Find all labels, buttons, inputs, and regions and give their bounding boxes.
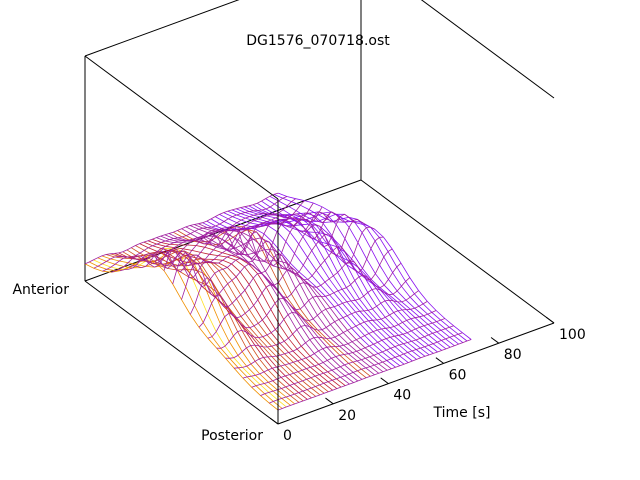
x-tick-label: 40 (393, 388, 411, 404)
box-edge (84, 280, 279, 425)
mesh-line-time (225, 290, 419, 359)
x-tick (325, 397, 334, 405)
x-tick (490, 337, 500, 344)
mesh-line-position (105, 254, 300, 403)
mesh-line-time (260, 325, 454, 396)
box-edge (84, 0, 240, 57)
time-axis-ticks: 0 20 40 60 80 100 (269, 316, 586, 444)
mesh-line-position (206, 220, 401, 367)
box-edge (360, 179, 555, 324)
mesh-line-time (154, 211, 349, 273)
surface-mesh (84, 192, 472, 411)
mesh-line-time (269, 332, 463, 404)
mesh-line-position (89, 251, 283, 409)
mesh-line-time (234, 301, 428, 369)
posterior-label: Posterior (201, 428, 263, 444)
mesh-line-position (122, 250, 317, 397)
box-edge (84, 55, 279, 200)
mesh-line-time (102, 198, 296, 272)
mesh-line-position (269, 195, 464, 343)
x-tick-label: 20 (338, 408, 356, 424)
mesh-line-time (277, 339, 472, 411)
x-tick-label: 100 (559, 327, 586, 343)
box-edge (420, 0, 555, 99)
mesh-line-time (119, 202, 314, 272)
mesh-line-position (84, 259, 279, 411)
mesh-line-time (163, 213, 358, 278)
mesh-line-time (93, 196, 288, 269)
axes-box-front (84, 55, 555, 425)
mesh-line-time (172, 218, 367, 288)
mesh-line-time (189, 236, 384, 315)
mesh-line-position (130, 247, 325, 394)
mesh-line-position (198, 223, 392, 370)
mesh-line-time (251, 318, 446, 388)
mesh-line-time (242, 310, 437, 379)
mesh-line-position (118, 249, 312, 399)
x-tick (380, 377, 389, 385)
x-tick-label: 60 (449, 367, 467, 383)
x-tick (545, 316, 555, 324)
chart-title: DG1576_070718.ost (246, 33, 390, 49)
x-tick (269, 417, 279, 425)
x-axis-label: Time [s] (433, 405, 491, 421)
mesh-line-time (84, 192, 279, 265)
mesh-line-time (207, 262, 402, 339)
mesh-line-time (216, 277, 411, 349)
anterior-label: Anterior (12, 282, 69, 298)
box-edge (277, 322, 555, 425)
x-tick (435, 357, 444, 364)
mesh-line-time (198, 248, 393, 328)
x-tick-label: 80 (504, 347, 522, 363)
mesh-line-time (111, 200, 305, 273)
x-tick-label: 0 (283, 428, 292, 444)
